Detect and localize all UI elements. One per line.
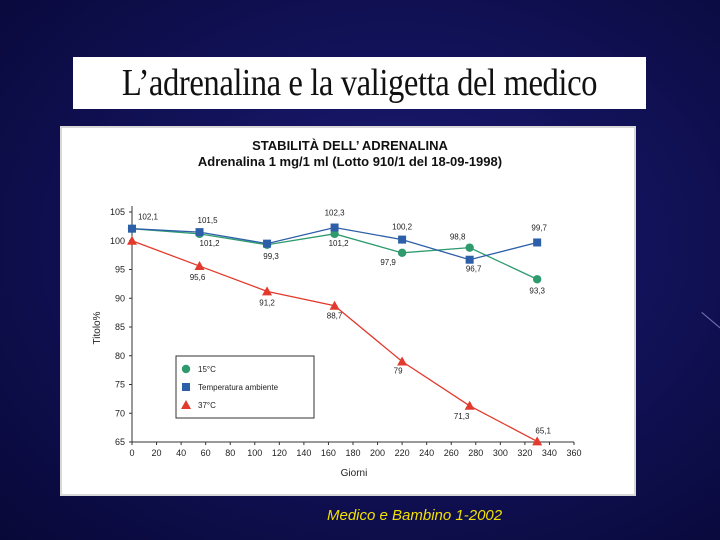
chart-subtitle: Adrenalina 1 mg/1 ml (Lotto 910/1 del 18… <box>198 154 502 169</box>
x-tick-label: 280 <box>468 448 483 458</box>
x-tick-label: 340 <box>542 448 557 458</box>
x-tick-label: 80 <box>225 448 235 458</box>
data-point <box>330 229 339 239</box>
slide-title-box: L’adrenalina e la valigetta del medico <box>73 57 646 109</box>
data-point <box>397 356 408 366</box>
x-tick-label: 120 <box>272 448 287 458</box>
x-tick-label: 40 <box>176 448 186 458</box>
data-label: 101,5 <box>198 216 219 225</box>
x-tick-label: 240 <box>419 448 434 458</box>
x-tick-label: 260 <box>444 448 459 458</box>
y-tick-label: 105 <box>110 207 125 217</box>
data-point <box>533 238 542 247</box>
series-2: 95,6 91,2 88,7 79 71,3 65,1 <box>127 235 551 446</box>
data-label: 65,1 <box>535 426 551 435</box>
legend-label: 15°C <box>198 365 216 374</box>
data-label: 96,7 <box>466 265 482 274</box>
data-label: 79 <box>394 367 403 376</box>
data-point <box>465 243 474 252</box>
x-tick-label: 0 <box>129 448 134 458</box>
data-label: 91,2 <box>259 298 275 307</box>
y-tick-label: 80 <box>115 351 125 361</box>
data-point <box>532 275 542 284</box>
data-point <box>397 248 407 258</box>
data-label: 102,1 <box>138 213 159 222</box>
data-label: 101,2 <box>200 239 221 248</box>
y-tick-label: 100 <box>110 236 125 246</box>
chart-legend: 15°C Temperatura ambiente 37°C <box>175 355 315 419</box>
data-point <box>465 255 474 264</box>
y-tick-label: 90 <box>115 293 125 303</box>
decorative-line <box>701 312 720 330</box>
data-label: 99,3 <box>263 252 279 261</box>
x-tick-label: 200 <box>370 448 385 458</box>
y-tick-label: 65 <box>115 437 125 447</box>
data-point <box>398 235 407 244</box>
data-label: 88,7 <box>327 312 343 321</box>
slide-title: L’adrenalina e la valigetta del medico <box>121 62 598 104</box>
legend-label: Temperatura ambiente <box>198 383 279 392</box>
y-tick-label: 95 <box>115 265 125 275</box>
chart-title: STABILITÀ DELL’ ADRENALINA <box>252 138 448 153</box>
data-label: 98,8 <box>450 233 466 242</box>
y-axis-label: Titolo% <box>92 311 103 344</box>
legend-marker <box>181 364 191 374</box>
data-label: 71,3 <box>454 412 470 421</box>
series-0: 101,2 99,3 101,2 97,9 98,8 93,3 <box>127 224 545 295</box>
data-point <box>330 223 339 232</box>
source-caption: Medico e Bambino 1-2002 <box>327 507 503 524</box>
chart-panel: STABILITÀ DELL’ ADRENALINA Adrenalina 1 … <box>60 126 636 496</box>
stability-line-chart: STABILITÀ DELL’ ADRENALINA Adrenalina 1 … <box>92 138 582 479</box>
x-axis-label: Giorni <box>341 468 368 479</box>
data-label: 100,2 <box>392 223 413 232</box>
data-label: 95,6 <box>190 273 206 282</box>
data-point <box>127 235 137 245</box>
x-tick-label: 300 <box>493 448 508 458</box>
data-point <box>128 224 136 233</box>
legend-label: 37°C <box>198 401 216 410</box>
data-label: 97,9 <box>380 258 396 267</box>
x-tick-label: 320 <box>517 448 532 458</box>
y-tick-label: 75 <box>115 380 125 390</box>
series-1: 102,1 101,5 102,3 100,2 96,7 99,7 <box>128 209 547 274</box>
data-point <box>195 228 204 237</box>
data-point <box>194 261 205 271</box>
data-point <box>464 400 475 410</box>
data-point <box>263 239 272 248</box>
data-point <box>262 286 273 296</box>
data-point <box>532 436 543 446</box>
x-tick-label: 100 <box>247 448 262 458</box>
legend-frame <box>175 355 315 419</box>
x-tick-label: 180 <box>345 448 360 458</box>
legend-marker <box>181 400 191 409</box>
x-tick-label: 220 <box>395 448 410 458</box>
y-tick-label: 70 <box>115 408 125 418</box>
chart-axes: 65 70 75 80 85 90 95 100 105 0 20 40 60 80 100 120 140 16… <box>110 206 582 458</box>
x-tick-label: 140 <box>296 448 311 458</box>
data-label: 102,3 <box>325 209 346 218</box>
data-label: 101,2 <box>329 239 350 248</box>
legend-marker <box>182 383 190 391</box>
y-tick-label: 85 <box>115 322 125 332</box>
x-tick-label: 360 <box>566 448 581 458</box>
data-label: 99,7 <box>531 223 547 232</box>
data-point <box>329 300 340 310</box>
data-label: 93,3 <box>529 286 545 295</box>
x-tick-label: 160 <box>321 448 336 458</box>
x-tick-label: 20 <box>152 448 162 458</box>
x-tick-label: 60 <box>201 448 211 458</box>
